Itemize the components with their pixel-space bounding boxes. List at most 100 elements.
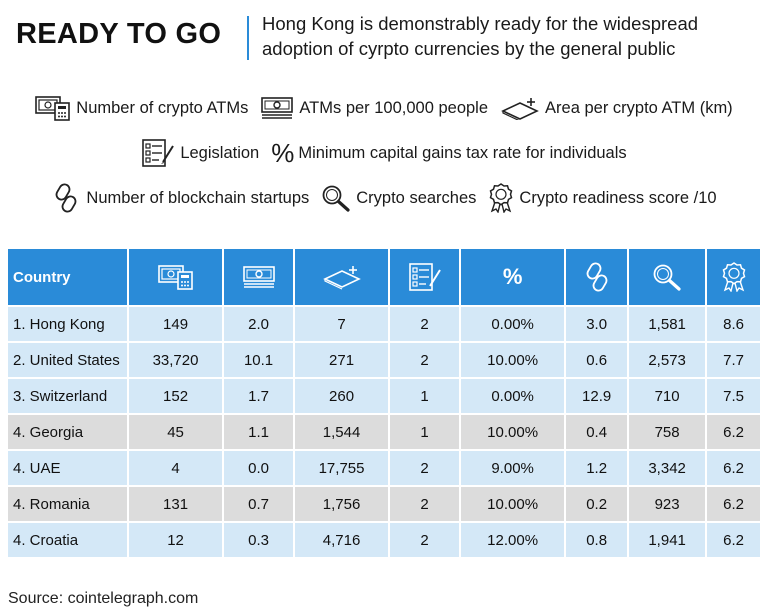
legend-row-2: Legislation % Minimum capital gains tax … (0, 138, 768, 168)
cell-searches: 2,573 (629, 343, 706, 377)
cell-legislation: 2 (390, 451, 460, 485)
table-row: 4. UAE 4 0.0 17,755 2 9.00% 1.2 3,342 6.2 (8, 451, 760, 485)
cell-legislation: 1 (390, 379, 460, 413)
cell-country: 4. Romania (8, 487, 127, 521)
cell-tax: 9.00% (461, 451, 565, 485)
percent-icon: % (502, 264, 523, 289)
cell-country: 1. Hong Kong (8, 307, 127, 341)
header: READY TO GO Hong Kong is demonstrably re… (0, 0, 768, 70)
banknote-icon (242, 266, 275, 288)
cell-atms-per-100k: 2.0 (224, 307, 294, 341)
cell-atms: 12 (129, 523, 223, 557)
cell-country: 4. Croatia (8, 523, 127, 557)
cell-atms: 4 (129, 451, 223, 485)
cell-searches: 923 (629, 487, 706, 521)
cell-startups: 0.2 (566, 487, 628, 521)
cell-atms-per-100k: 0.3 (224, 523, 294, 557)
cell-area: 1,756 (295, 487, 389, 521)
source-note: Source: cointelegraph.com (8, 590, 199, 607)
cell-atms: 152 (129, 379, 223, 413)
column-header-searches (629, 249, 706, 305)
cell-atms: 33,720 (129, 343, 223, 377)
cell-legislation: 1 (390, 415, 460, 449)
cell-area: 4,716 (295, 523, 389, 557)
cell-atms-per-100k: 1.7 (224, 379, 294, 413)
checklist-icon (142, 139, 175, 167)
cell-searches: 1,941 (629, 523, 706, 557)
cell-score: 6.2 (707, 451, 760, 485)
cell-legislation: 2 (390, 343, 460, 377)
table-header-row: Country % (8, 249, 760, 305)
legend-row-1: Number of crypto ATMs ATMs per 100,000 p… (0, 93, 768, 123)
cell-area: 1,544 (295, 415, 389, 449)
cell-country: 3. Switzerland (8, 379, 127, 413)
cell-legislation: 2 (390, 487, 460, 521)
legend-item-startups: Number of blockchain startups (51, 183, 309, 213)
magnifier-icon (322, 185, 350, 212)
chain-link-icon (56, 183, 77, 213)
cell-atms: 131 (129, 487, 223, 521)
legend-item-atms-per-100k: ATMs per 100,000 people (260, 96, 488, 120)
legend-item-legislation: Legislation (141, 138, 259, 168)
crypto-readiness-table: Country % 1. Hong Kong 1 (6, 247, 762, 559)
cell-score: 8.6 (707, 307, 760, 341)
cell-startups: 0.6 (566, 343, 628, 377)
legend-item-atms: Number of crypto ATMs (35, 95, 248, 121)
cell-area: 271 (295, 343, 389, 377)
cell-atms-per-100k: 0.7 (224, 487, 294, 521)
cell-atms: 149 (129, 307, 223, 341)
atm-icon (35, 96, 71, 121)
cell-tax: 0.00% (461, 379, 565, 413)
cell-tax: 10.00% (461, 343, 565, 377)
cell-tax: 10.00% (461, 487, 565, 521)
table-row: 4. Romania 131 0.7 1,756 2 10.00% 0.2 923 6.2 (8, 487, 760, 521)
area-plane-icon (322, 266, 361, 290)
page-subtitle: Hong Kong is demonstrably ready for the … (262, 13, 699, 59)
legend-label-tax: Minimum capital gains tax rate for indiv… (298, 143, 627, 162)
cell-area: 7 (295, 307, 389, 341)
area-plane-icon (501, 98, 539, 120)
column-header-startups (566, 249, 628, 305)
cell-legislation: 2 (390, 523, 460, 557)
table-body: 1. Hong Kong 149 2.0 7 2 0.00% 3.0 1,581 8.6 2. U… (8, 307, 760, 557)
cell-startups: 0.8 (566, 523, 628, 557)
page-title: READY TO GO (16, 18, 222, 50)
table-row: 4. Georgia 45 1.1 1,544 1 10.00% 0.4 758 6.2 (8, 415, 760, 449)
legend-label-searches: Crypto searches (356, 188, 477, 207)
award-ribbon-icon (722, 262, 745, 292)
checklist-icon (408, 263, 441, 291)
legend-item-area: Area per crypto ATM (km) (500, 96, 733, 120)
cell-searches: 710 (629, 379, 706, 413)
cell-searches: 3,342 (629, 451, 706, 485)
legend-item-score: Crypto readiness score /10 (488, 183, 717, 213)
cell-score: 6.2 (707, 487, 760, 521)
legend-label-atms-per-100k: ATMs per 100,000 people (299, 98, 489, 117)
column-header-tax: % (461, 249, 565, 305)
column-header-legislation (390, 249, 460, 305)
magnifier-icon (653, 264, 681, 291)
legend-label-startups: Number of blockchain startups (86, 188, 310, 207)
cell-country: 2. United States (8, 343, 127, 377)
legend-label-score: Crypto readiness score /10 (519, 188, 717, 207)
cell-atms-per-100k: 10.1 (224, 343, 294, 377)
cell-searches: 1,581 (629, 307, 706, 341)
legend-row-3: Number of blockchain startups Crypto sea… (0, 183, 768, 213)
column-header-country: Country (8, 249, 127, 305)
cell-startups: 1.2 (566, 451, 628, 485)
cell-area: 17,755 (295, 451, 389, 485)
column-header-area (295, 249, 389, 305)
cell-score: 7.7 (707, 343, 760, 377)
cell-country: 4. UAE (8, 451, 127, 485)
cell-area: 260 (295, 379, 389, 413)
cell-country: 4. Georgia (8, 415, 127, 449)
legend-item-tax: % Minimum capital gains tax rate for ind… (271, 140, 626, 166)
atm-icon (157, 265, 193, 290)
table-row: 4. Croatia 12 0.3 4,716 2 12.00% 0.8 1,941 6.2 (8, 523, 760, 557)
legend-label-area: Area per crypto ATM (km) (545, 98, 733, 117)
cell-score: 7.5 (707, 379, 760, 413)
cell-tax: 0.00% (461, 307, 565, 341)
column-header-score (707, 249, 760, 305)
legend-label-atms: Number of crypto ATMs (76, 98, 249, 117)
award-ribbon-icon (490, 183, 513, 213)
title-divider (247, 16, 249, 60)
